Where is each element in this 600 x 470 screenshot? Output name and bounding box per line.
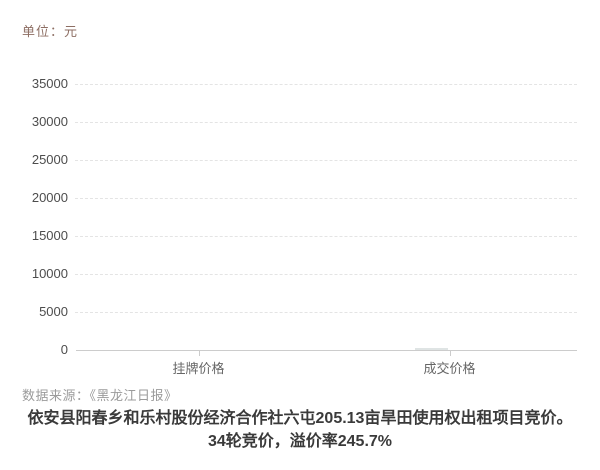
x-axis-tick [449,351,451,356]
gridline [75,236,577,237]
y-tick-label: 30000 [31,114,68,129]
gridline [75,312,577,313]
x-axis-tick [198,351,200,356]
y-tick-label: 35000 [31,76,68,91]
y-tick-label: 20000 [31,190,68,205]
y-tick-label: 0 [60,342,68,357]
x-axis-line [76,350,577,351]
caption-line-2: 34轮竞价，溢价率245.7% [207,433,393,450]
gridline [75,274,577,275]
x-category-label: 挂牌价格 [172,361,225,376]
gridline [75,198,577,199]
y-tick-label: 15000 [31,228,68,243]
unit-label: 单位：元 [22,24,79,39]
gridline [75,84,577,85]
gridline [75,160,577,161]
caption: 依安县阳春乡和乐村股份经济合作社六屯205.13亩旱田使用权出租项目竞价。 34… [0,407,600,453]
y-tick-label: 5000 [39,304,68,319]
gridline [75,122,577,123]
x-category-label: 成交价格 [423,361,476,376]
y-tick-label: 10000 [31,266,68,281]
caption-line-1: 依安县阳春乡和乐村股份经济合作社六屯205.13亩旱田使用权出租项目竞价。 [27,410,573,427]
y-tick-label: 25000 [31,152,68,167]
zero-height-bar-artifact [415,348,448,350]
source-label: 数据来源：《黑龙江日报》 [22,388,178,403]
